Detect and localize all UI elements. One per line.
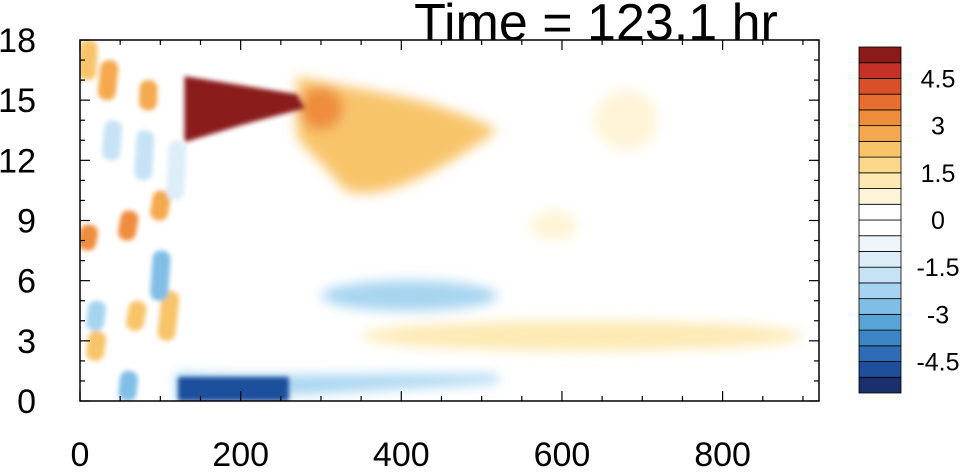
x-tick-label: 600 (534, 436, 591, 473)
y-tick-label: 9 (17, 203, 36, 241)
feature-core (177, 376, 289, 401)
feature-core (298, 86, 343, 131)
y-axis-tick-labels: 0 3 6 9 12 15 18 (0, 22, 36, 421)
colorbar-box (858, 329, 902, 347)
colorbar-box (858, 140, 902, 158)
colorbar-box (858, 203, 902, 221)
band-streak (118, 370, 138, 401)
feature-region (184, 76, 305, 143)
colorbar-box (858, 251, 902, 268)
colorbar-labels: 4.5 3 1.5 0 -1.5 -3 -4.5 (916, 65, 959, 376)
x-axis-tick-labels: 0 200 400 600 800 (71, 436, 751, 473)
y-tick-label: 3 (17, 323, 36, 361)
band-streak (80, 40, 98, 81)
colorbar-box (858, 78, 902, 95)
colorbar-label: 3 (931, 113, 945, 141)
colorbar-box (858, 361, 902, 378)
colorbar-box (858, 282, 902, 300)
band-streak (150, 190, 171, 221)
band-streak (86, 300, 107, 331)
colorbar-label: 1.5 (921, 160, 956, 188)
band-streak (139, 80, 158, 111)
feature-region (296, 76, 498, 194)
colorbar-box (858, 188, 902, 205)
colorbar-box (858, 62, 902, 79)
colorbar-box (858, 376, 902, 394)
colorbar-box (858, 219, 902, 237)
colorbar-box (858, 298, 902, 315)
colorbar-box (858, 172, 902, 189)
colorbar-box (858, 156, 902, 174)
y-tick-label: 18 (0, 22, 36, 60)
y-tick-label: 15 (0, 82, 36, 120)
colorbar (858, 46, 902, 394)
colorbar-box (858, 46, 902, 64)
colorbar-label: -4.5 (916, 349, 959, 377)
colorbar-box (858, 235, 902, 252)
y-tick-label: 0 (17, 383, 36, 421)
colorbar-label: -1.5 (916, 254, 959, 282)
band-streak (157, 290, 180, 341)
band-streak (97, 60, 119, 101)
colorbar-box (858, 266, 902, 284)
colorbar-box (858, 109, 902, 127)
colorbar-label: 0 (931, 207, 945, 235)
band-streak (134, 130, 155, 181)
colorbar-box (858, 93, 902, 111)
band-streak (117, 210, 139, 241)
band-streak (86, 330, 107, 361)
axis-ticks (79, 39, 819, 402)
feature-region (529, 210, 579, 241)
colorbar-box (858, 345, 902, 362)
feature-region (320, 280, 498, 311)
colorbar-label: -3 (927, 301, 949, 329)
colorbar-box (858, 125, 902, 142)
band-streak (126, 300, 147, 331)
x-tick-label: 200 (212, 436, 269, 473)
x-tick-label: 400 (373, 436, 430, 473)
x-tick-label: 0 (71, 436, 90, 473)
colorbar-box (858, 313, 902, 331)
heatmap-field (80, 40, 803, 401)
y-tick-label: 12 (0, 142, 36, 180)
band-streak (80, 224, 98, 251)
feature-region (361, 320, 803, 351)
band-streak (166, 140, 187, 201)
band-streak (150, 250, 171, 301)
colorbar-label: 4.5 (921, 65, 956, 93)
band-streak (102, 120, 122, 161)
feature-region (594, 90, 659, 151)
x-tick-label: 800 (694, 436, 751, 473)
y-tick-label: 6 (17, 263, 36, 301)
